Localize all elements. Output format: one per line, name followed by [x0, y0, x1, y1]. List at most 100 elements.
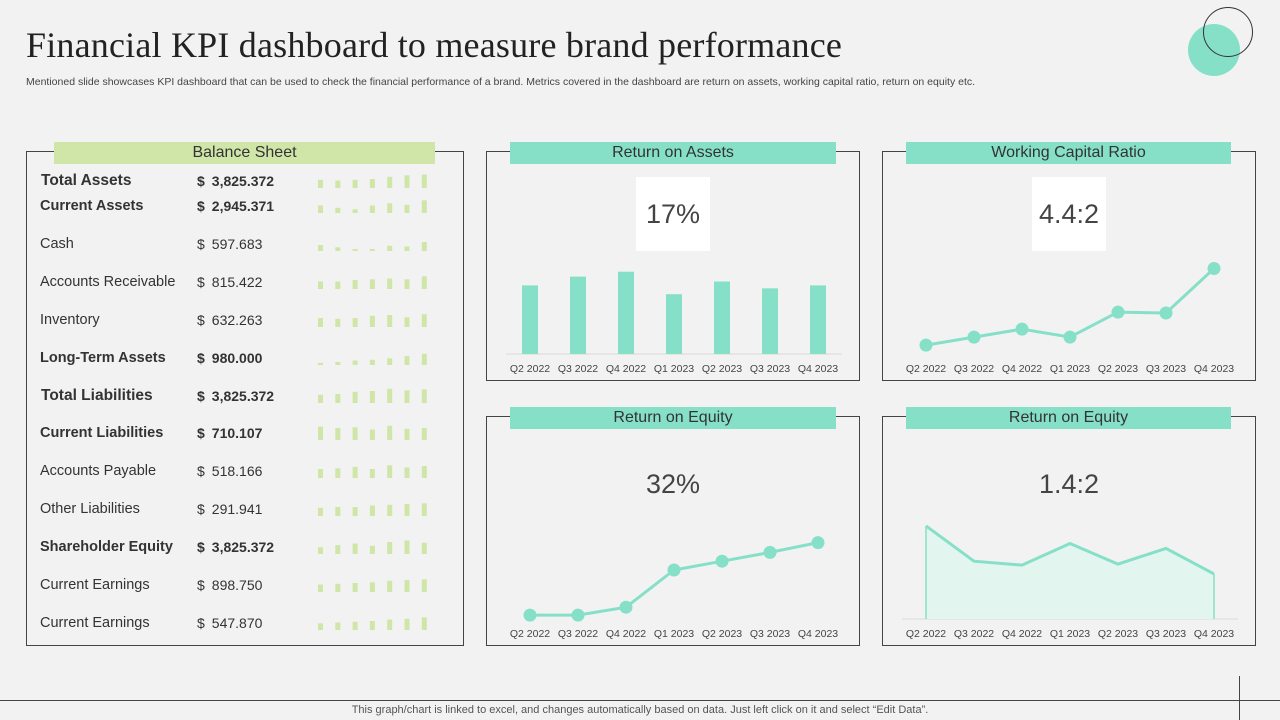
- sparkline-bar: [421, 542, 427, 554]
- sparkline-bar: [318, 584, 323, 592]
- wcr-line-chart: Q2 2022 Q3 2022 Q4 2022 Q1 2023 Q2 2023 Q3 20…: [906, 262, 1234, 375]
- sparkline-bar: [335, 362, 341, 365]
- sparkline-bar: [318, 469, 323, 478]
- data-point: [1207, 262, 1221, 275]
- page-title: Financial KPI dashboard to measure brand…: [26, 25, 843, 65]
- roe2-kpi-value: 1.4:2: [1038, 469, 1100, 499]
- sparkline-bar: [404, 356, 410, 365]
- amount: 898.750: [211, 577, 263, 593]
- x-tick-label: Q4 2022: [1002, 363, 1042, 375]
- balance-sheet-row-value: $3,825.372: [197, 171, 274, 191]
- amount: 518.166: [211, 463, 263, 479]
- balance-sheet-sparkline: [318, 540, 427, 554]
- sparkline-bar: [318, 507, 323, 516]
- sparkline-bar: [387, 315, 393, 327]
- balance-sheet-row-label: Total Assets: [41, 172, 132, 189]
- x-tick-label: Q3 2022: [558, 628, 598, 640]
- bar: [570, 276, 586, 354]
- sparkline-bar: [387, 465, 393, 478]
- x-tick-label: Q2 2022: [906, 363, 946, 375]
- x-tick-label: Q2 2023: [702, 628, 742, 640]
- footer-tick: [1239, 676, 1240, 720]
- roe2-header: Return on Equity: [906, 407, 1231, 429]
- bar: [762, 288, 778, 354]
- data-point: [763, 545, 777, 559]
- sparkline-bar: [318, 362, 323, 365]
- data-point: [715, 554, 729, 568]
- roe-kpi-value: 32%: [645, 469, 701, 499]
- amount: 2,945.371: [211, 198, 275, 214]
- x-tick-label: Q3 2023: [750, 628, 790, 640]
- page-subtitle: Mentioned slide showcases KPI dashboard …: [26, 76, 976, 88]
- sparkline-bar: [335, 281, 341, 289]
- currency-symbol: $: [197, 425, 205, 441]
- sparkline-bar: [421, 617, 427, 630]
- x-tick-label: Q2 2022: [510, 363, 550, 375]
- sparkline-bar: [318, 318, 323, 327]
- balance-sheet-row-value: $3,825.372: [197, 386, 274, 406]
- sparkline-bar: [404, 279, 410, 289]
- x-tick-label: Q1 2023: [1050, 628, 1090, 640]
- bar: [666, 294, 682, 354]
- roe-panel: [486, 416, 860, 646]
- sparkline-bar: [352, 318, 358, 327]
- amount: 815.422: [211, 274, 263, 290]
- sparkline-bar: [369, 205, 375, 213]
- balance-sheet-sparkline: [318, 617, 427, 630]
- sparkline-bar: [387, 425, 393, 440]
- roa-bar-chart: Q2 2022 Q3 2022 Q4 2022 Q1 2023 Q2 2023 Q3 20…: [506, 271, 842, 375]
- balance-sheet-row-label: Inventory: [40, 312, 100, 328]
- balance-sheet-sparkline: [318, 388, 427, 403]
- x-tick-label: Q1 2023: [1050, 363, 1090, 375]
- currency-symbol: $: [197, 501, 205, 517]
- balance-sheet-sparkline: [318, 503, 427, 516]
- sparkline-bar: [421, 200, 427, 213]
- sparkline-bar: [421, 466, 427, 478]
- roe-line-chart: Q2 2022 Q3 2022 Q4 2022 Q1 2023 Q2 2023 Q3 20…: [510, 536, 838, 640]
- sparkline-bar: [335, 468, 341, 478]
- sparkline-bar: [387, 278, 393, 289]
- balance-sheet-row-value: $815.422: [197, 272, 262, 292]
- footer-divider: [0, 700, 1280, 701]
- sparkline-bar: [369, 315, 375, 327]
- sparkline-bar: [387, 203, 393, 213]
- sparkline-bar: [404, 428, 410, 440]
- currency-symbol: $: [197, 236, 205, 252]
- balance-sheet-sparkline: [318, 276, 427, 289]
- sparkline-bar: [352, 583, 358, 592]
- sparkline-bar: [335, 507, 341, 516]
- sparkline-bar: [369, 279, 375, 289]
- sparkline-bar: [404, 175, 410, 188]
- currency-symbol: $: [197, 388, 205, 404]
- x-tick-label: Q4 2023: [1194, 628, 1234, 640]
- data-point: [1159, 306, 1173, 320]
- balance-sheet-row-value: $898.750: [197, 575, 262, 595]
- bar: [810, 285, 826, 354]
- balance-sheet-row-value: $547.870: [197, 613, 262, 633]
- sparkline-bar: [387, 388, 393, 403]
- x-tick-label: Q4 2023: [1194, 363, 1234, 375]
- sparkline-bar: [421, 428, 427, 440]
- amount: 3,825.372: [211, 539, 275, 555]
- sparkline-bar: [387, 542, 393, 554]
- data-point: [523, 608, 537, 622]
- currency-symbol: $: [197, 463, 205, 479]
- amount: 291.941: [211, 501, 263, 517]
- sparkline-bar: [335, 247, 341, 251]
- sparkline-bar: [404, 246, 410, 251]
- sparkline-bar: [352, 179, 358, 188]
- sparkline-bar: [421, 579, 427, 592]
- sparkline-bar: [335, 207, 341, 213]
- sparkline-bar: [352, 280, 358, 289]
- sparkline-bar: [369, 505, 375, 516]
- currency-symbol: $: [197, 615, 205, 631]
- footer-note: This graph/chart is linked to excel, and…: [351, 704, 929, 716]
- x-tick-label: Q3 2023: [750, 363, 790, 375]
- data-point: [1111, 305, 1125, 319]
- sparkline-bar: [421, 276, 427, 289]
- sparkline-bar: [404, 467, 410, 478]
- data-point: [811, 536, 825, 550]
- amount: 597.683: [211, 236, 263, 252]
- sparkline-bar: [369, 249, 375, 251]
- sparkline-bar: [387, 580, 393, 592]
